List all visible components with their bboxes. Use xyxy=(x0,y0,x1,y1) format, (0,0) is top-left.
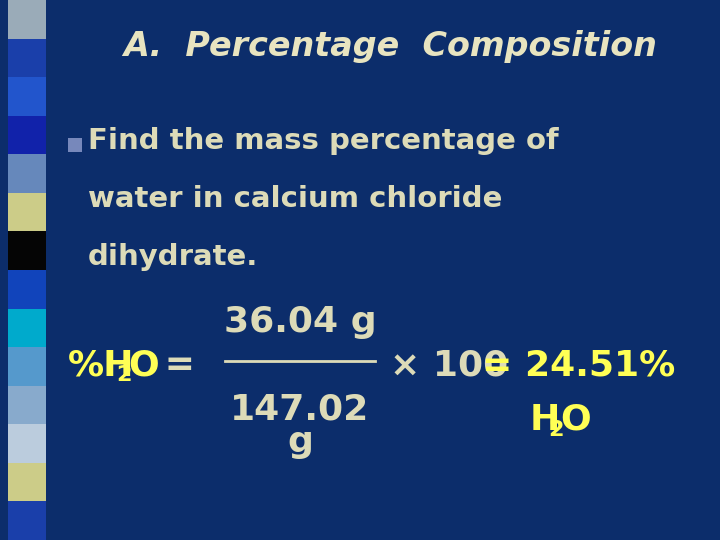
Bar xyxy=(8,0,46,38)
Bar xyxy=(8,463,46,502)
Bar xyxy=(8,154,46,193)
Text: water in calcium chloride: water in calcium chloride xyxy=(88,185,503,213)
Text: 2: 2 xyxy=(548,420,564,440)
Bar xyxy=(8,232,46,270)
Text: A.  Percentage  Composition: A. Percentage Composition xyxy=(123,30,657,63)
Text: 36.04 g: 36.04 g xyxy=(224,305,377,339)
Text: =: = xyxy=(152,348,195,382)
Bar xyxy=(8,386,46,424)
Bar xyxy=(8,308,46,347)
Bar xyxy=(8,424,46,463)
Text: H: H xyxy=(530,403,560,437)
Text: 2: 2 xyxy=(116,365,132,385)
Text: = 24.51%: = 24.51% xyxy=(482,348,675,382)
Text: × 100: × 100 xyxy=(390,348,508,382)
Text: g: g xyxy=(287,425,313,459)
Text: 147.02: 147.02 xyxy=(230,393,369,427)
Bar xyxy=(8,116,46,154)
Bar xyxy=(8,270,46,308)
Bar xyxy=(8,347,46,386)
Text: O: O xyxy=(128,348,158,382)
Bar xyxy=(68,138,82,152)
Text: O: O xyxy=(560,403,590,437)
Bar xyxy=(8,77,46,116)
Text: dihydrate.: dihydrate. xyxy=(88,243,258,271)
Text: %H: %H xyxy=(68,348,135,382)
Bar xyxy=(8,193,46,232)
Bar xyxy=(8,38,46,77)
Bar xyxy=(8,502,46,540)
Text: Find the mass percentage of: Find the mass percentage of xyxy=(88,127,559,155)
